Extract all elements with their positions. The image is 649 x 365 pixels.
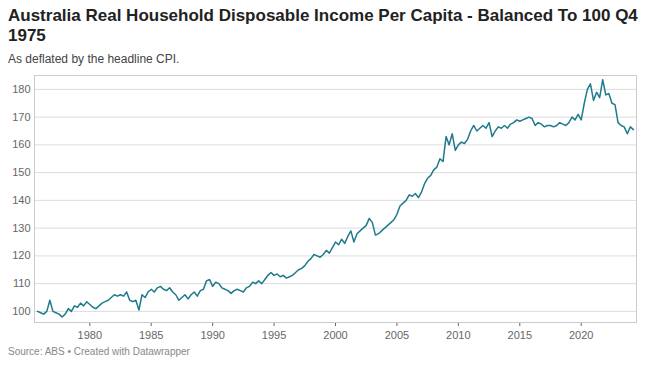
svg-text:1990: 1990: [200, 329, 224, 341]
svg-text:1985: 1985: [139, 329, 163, 341]
svg-text:180: 180: [12, 83, 30, 95]
html-text:Source: ABS • Created with Dat: Source: ABS • Created with Datawrapper: [8, 346, 190, 357]
svg-text:110: 110: [13, 277, 31, 289]
svg-text:120: 120: [12, 249, 30, 261]
svg-text:2020: 2020: [569, 329, 593, 341]
svg-text:130: 130: [12, 222, 30, 234]
svg-text:2005: 2005: [385, 329, 409, 341]
svg-text:100: 100: [12, 305, 30, 317]
svg-text:150: 150: [12, 166, 30, 178]
svg-text:1980: 1980: [78, 329, 102, 341]
svg-text:170: 170: [12, 111, 30, 123]
svg-text:2000: 2000: [323, 329, 347, 341]
svg-text:1995: 1995: [262, 329, 286, 341]
svg-text:160: 160: [12, 138, 30, 150]
html-text:Australia Real Household Dispo: Australia Real Household Disposable Inco…: [8, 6, 638, 45]
svg-text:2015: 2015: [508, 329, 532, 341]
svg-text:140: 140: [12, 194, 30, 206]
html-text:As deflated by the headline CP: As deflated by the headline CPI.: [8, 52, 180, 66]
svg-text:2010: 2010: [446, 329, 470, 341]
